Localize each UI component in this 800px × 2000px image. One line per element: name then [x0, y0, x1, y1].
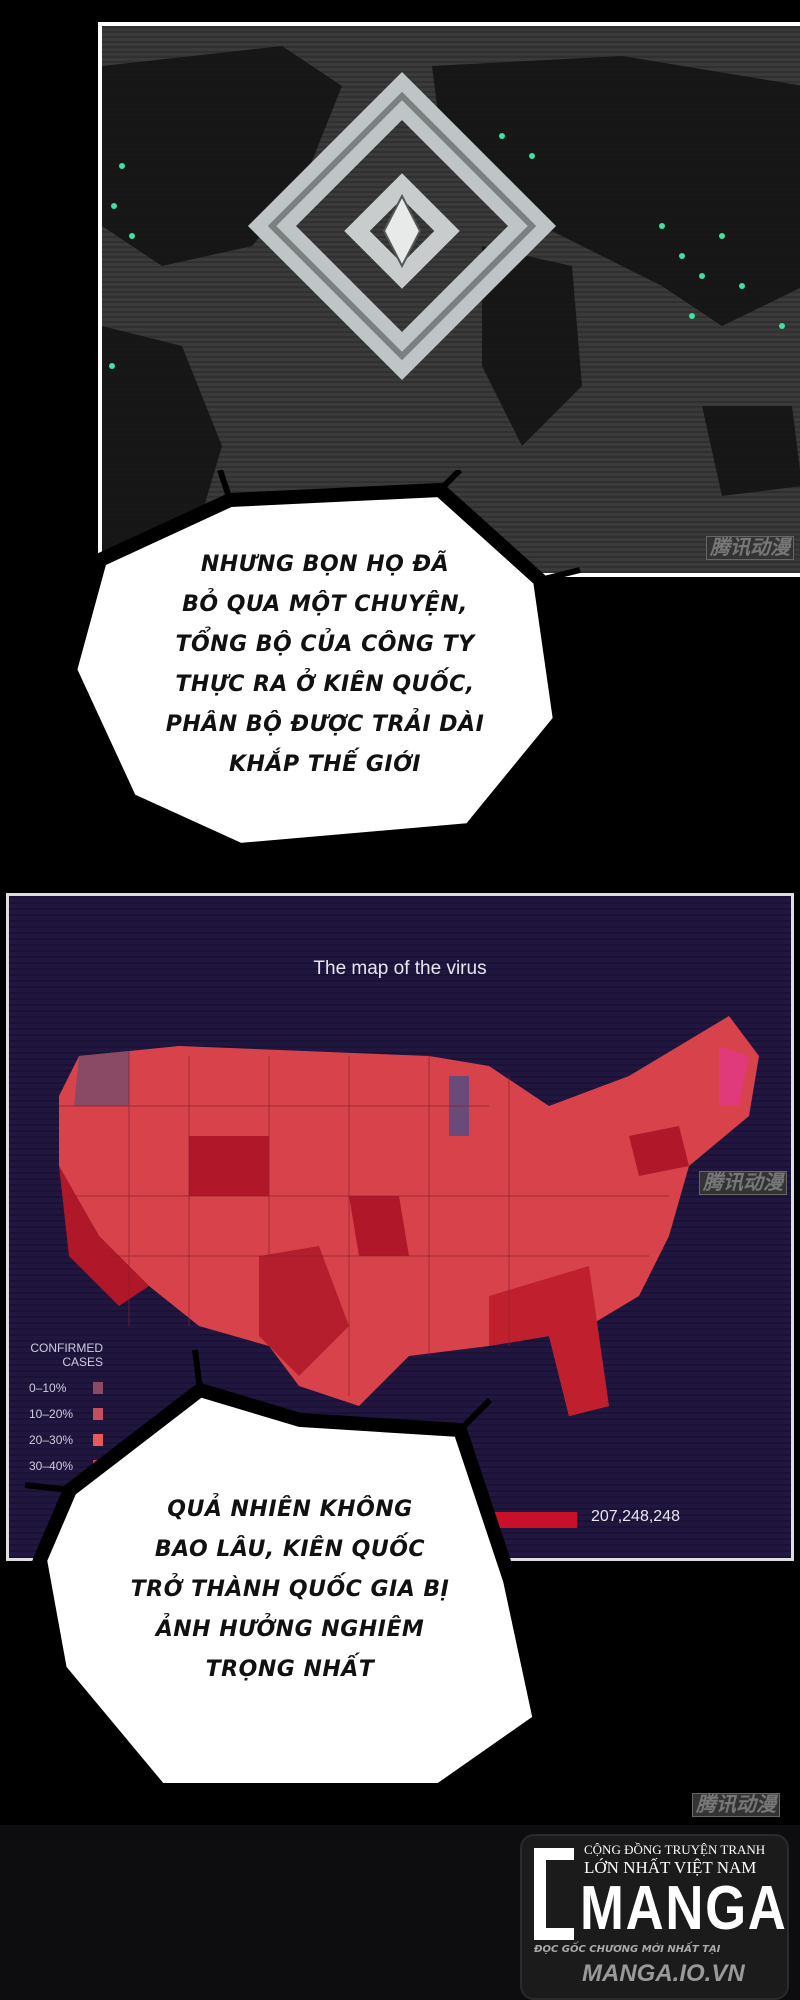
- watermark: 腾讯动漫: [706, 531, 794, 560]
- bubble-2-text: QUẢ NHIÊN KHÔNG BAO LÂU, KIÊN QUỐC TRỞ T…: [130, 1497, 450, 1682]
- legend-swatch: [93, 1408, 103, 1420]
- legend-item: 20–30%: [29, 1433, 103, 1447]
- speech-bubble-1: [40, 470, 596, 877]
- cmanga-logo: CỘNG ĐỒNG TRUYỆN TRANH LỚN NHẤT VIỆT NAM…: [520, 1834, 789, 2000]
- speech-bubble-2: [20, 1349, 576, 1810]
- virus-map-panel: The map of the virus CONFIRMED CASES 0–1…: [6, 893, 794, 1561]
- watermark: 腾讯动漫: [692, 1788, 780, 1817]
- total-cases: 207,248,248: [591, 1508, 680, 1525]
- bubble-1-text: NHƯNG BỌN HỌ ĐÃ BỎ QUA MỘT CHUYỆN, TỔNG …: [165, 552, 485, 777]
- watermark: 腾讯动漫: [699, 1166, 787, 1195]
- legend-item: 0–10%: [29, 1381, 103, 1395]
- legend-swatch: [93, 1434, 103, 1446]
- legend-item: 10–20%: [29, 1407, 103, 1421]
- diamond-logo: [247, 71, 557, 381]
- map-title: The map of the virus: [313, 958, 487, 979]
- logo-c-mark: [534, 1848, 574, 1940]
- world-map-panel: 腾讯动漫: [98, 22, 800, 577]
- legend-swatch: [93, 1382, 103, 1394]
- us-map: [59, 1016, 759, 1416]
